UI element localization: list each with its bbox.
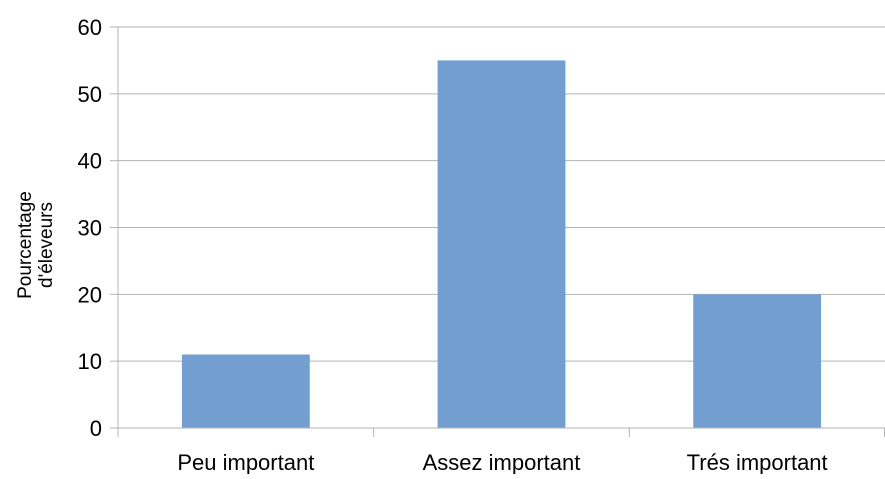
y-tick-label: 30 bbox=[78, 216, 102, 241]
y-tick-label: 50 bbox=[78, 82, 102, 107]
bar-0 bbox=[181, 354, 310, 428]
x-tick-labels: Peu important Assez important Trés importa… bbox=[177, 450, 828, 475]
x-tick-label: Peu important bbox=[177, 450, 314, 474]
bar-2 bbox=[693, 294, 822, 428]
y-tick-label: 60 bbox=[78, 15, 102, 40]
bar-1 bbox=[437, 60, 566, 429]
y-axis-label-line-1: Pourcentage bbox=[15, 191, 36, 299]
x-tick-label: Assez important bbox=[423, 450, 581, 474]
y-tick-label: 10 bbox=[78, 349, 102, 374]
y-tick-labels: 0 10 20 30 40 50 60 bbox=[78, 15, 102, 441]
y-axis-label-line-2: d'éleveurs bbox=[36, 202, 57, 288]
x-tick-label: Trés important bbox=[687, 450, 828, 474]
y-tick-label: 40 bbox=[78, 149, 102, 174]
y-tick-label: 20 bbox=[78, 282, 102, 307]
axes bbox=[110, 26, 885, 437]
y-tick-label: 0 bbox=[90, 416, 102, 441]
bars bbox=[181, 60, 822, 429]
